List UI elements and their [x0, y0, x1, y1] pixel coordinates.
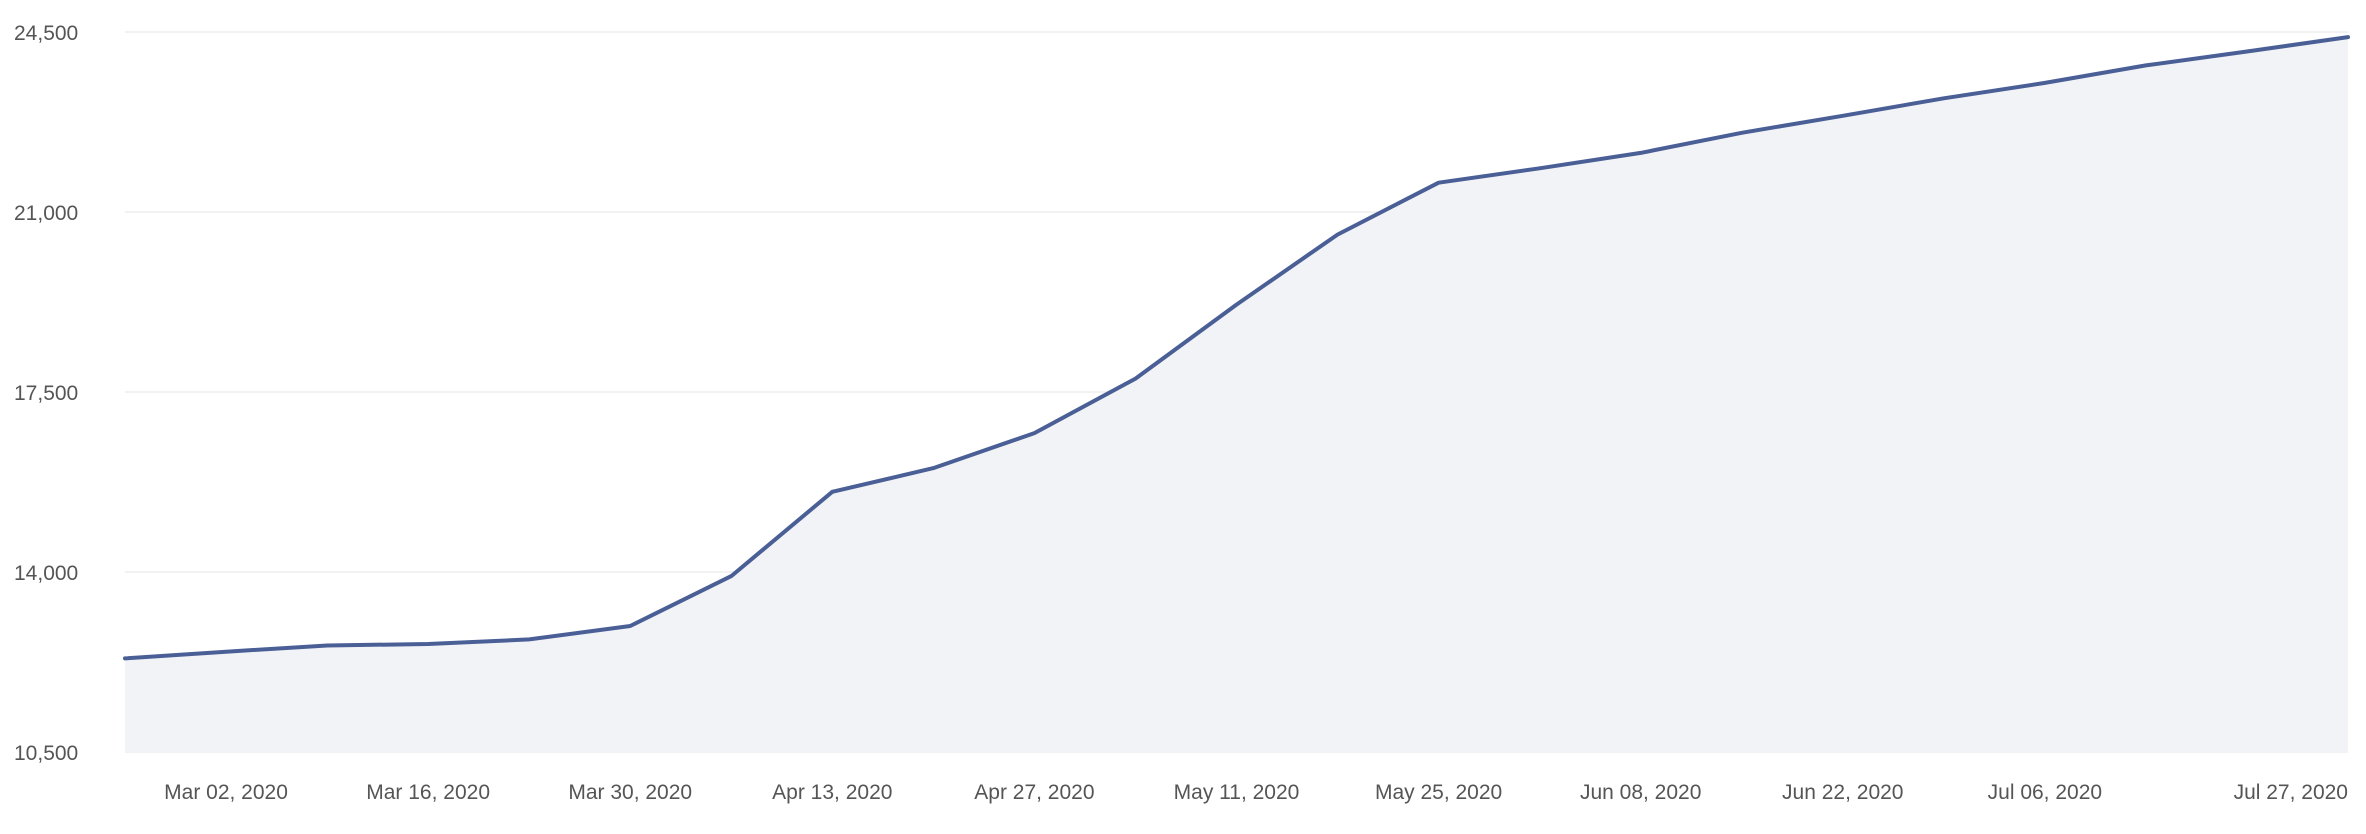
x-tick-label: Jun 22, 2020 — [1782, 781, 1903, 804]
series-line — [123, 35, 2350, 661]
x-tick-label: Jun 08, 2020 — [1580, 781, 1701, 804]
x-tick-label: Mar 30, 2020 — [568, 781, 692, 804]
area-layer — [125, 37, 2348, 753]
line-layer — [123, 35, 2350, 661]
y-tick-label: 17,500 — [14, 382, 78, 405]
x-tick-label: Jul 06, 2020 — [1988, 781, 2102, 804]
x-axis: Mar 02, 2020 Mar 16, 2020 Mar 30, 2020 Apr … — [164, 781, 2348, 804]
x-tick-label: Jul 27, 2020 — [2234, 781, 2348, 804]
y-tick-label: 10,500 — [14, 742, 78, 765]
x-tick-label: Apr 13, 2020 — [772, 781, 892, 804]
y-tick-label: 14,000 — [14, 562, 78, 585]
x-tick-label: Mar 02, 2020 — [164, 781, 288, 804]
y-axis: 10,500 14,000 17,500 21,000 24,500 — [14, 22, 78, 765]
x-tick-label: May 25, 2020 — [1375, 781, 1502, 804]
x-tick-label: Apr 27, 2020 — [974, 781, 1094, 804]
series-area — [125, 37, 2348, 753]
x-tick-label: May 11, 2020 — [1174, 781, 1300, 804]
x-tick-label: Mar 16, 2020 — [366, 781, 490, 804]
y-tick-label: 21,000 — [14, 202, 78, 225]
y-tick-label: 24,500 — [14, 22, 78, 45]
